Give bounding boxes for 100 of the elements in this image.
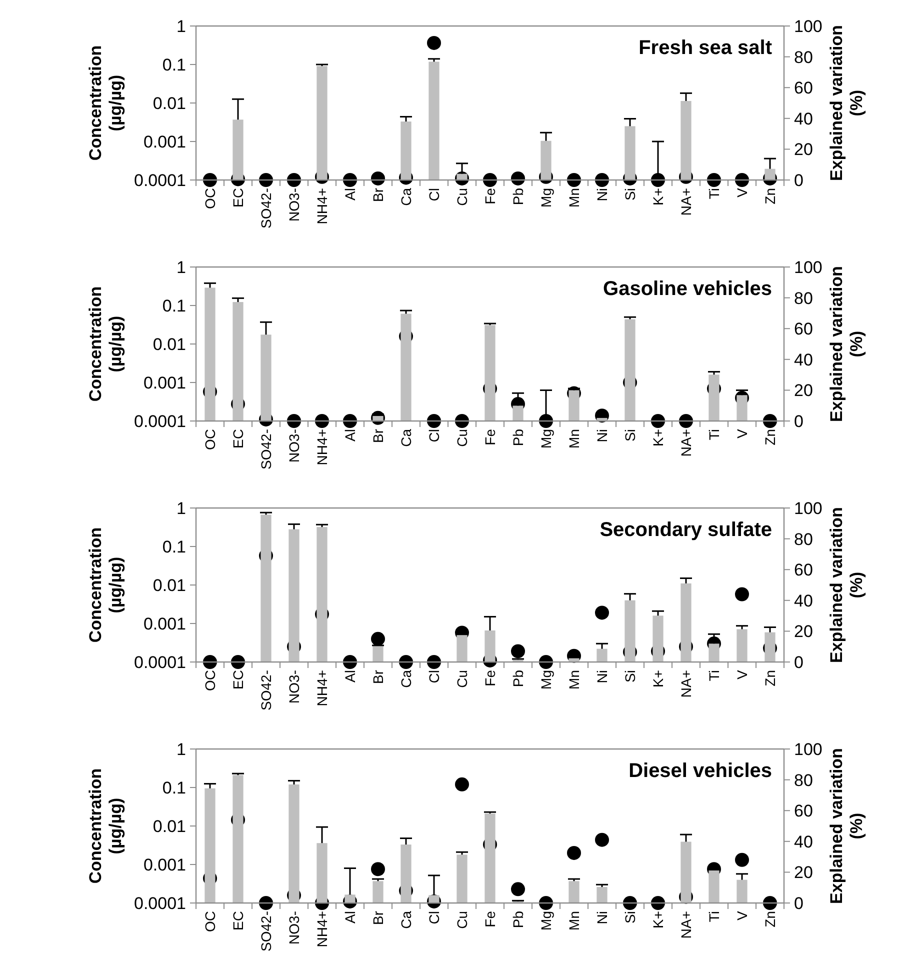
y2-axis-title: Explained variation (%) <box>827 748 866 904</box>
y-tick-label: 0.0001 <box>134 170 186 190</box>
x-tick-label: Pb <box>510 188 526 206</box>
y2-tick-label: 80 <box>794 530 813 549</box>
y2-tick-label: 60 <box>794 78 813 98</box>
y2-tick-label: 0 <box>794 170 804 190</box>
x-tick-label: K+ <box>650 429 666 447</box>
y-tick-label: 1 <box>176 16 186 36</box>
text: Gasoline vehicles <box>603 278 772 300</box>
x-tick-label: EC <box>230 670 246 690</box>
y2-tick-label: 20 <box>794 622 813 642</box>
x-tick-label: NA+ <box>678 429 694 457</box>
y-tick-label: 0.001 <box>143 373 186 392</box>
x-tick-label: Mn <box>566 188 582 208</box>
y2-tick-label: 60 <box>794 320 813 339</box>
y-tick-label: 0.01 <box>152 576 186 595</box>
x-tick-label: Ti <box>706 429 722 440</box>
x-tick-label: Mg <box>538 670 554 690</box>
x-tick-label: Ca <box>398 428 414 447</box>
x-tick-label: EC <box>230 188 246 208</box>
y2-tick-label: 80 <box>794 288 813 308</box>
x-tick-label: Mn <box>566 670 582 690</box>
x-tick-label: Mg <box>538 911 554 930</box>
x-tick-label: SO42- <box>258 670 274 710</box>
y-tick-label: 0.01 <box>152 816 186 836</box>
y-tick-label: 0.1 <box>162 537 186 556</box>
x-tick-label: NO3- <box>286 910 302 944</box>
y-tick-label: 0.1 <box>162 55 186 74</box>
x-tick-label: K+ <box>650 670 666 688</box>
y2-tick-label: 0 <box>794 652 804 672</box>
y-tick-label: 0.0001 <box>134 412 186 431</box>
y-tick-label: 0.01 <box>152 334 186 354</box>
x-tick-label: Ti <box>706 911 722 922</box>
y-tick-label: 0.01 <box>152 94 186 113</box>
x-tick-label: NO3- <box>286 670 302 704</box>
x-tick-label: NH4+ <box>314 429 330 466</box>
x-tick-label: SO42- <box>258 910 274 952</box>
y-axis-title: Concentration (µg/µg) <box>86 768 125 884</box>
y2-tick-label: 20 <box>794 140 813 160</box>
y-axis-title: Concentration (µg/µg) <box>86 45 125 161</box>
x-tick-label: Zn <box>762 911 778 928</box>
x-tick-label: Cl <box>426 188 442 202</box>
y-tick-label: 0.1 <box>162 296 186 316</box>
x-tick-label: OC <box>202 670 218 691</box>
x-tick-label: Al <box>342 429 358 442</box>
x-tick-label: Al <box>342 670 358 682</box>
text: Secondary sulfate <box>600 519 772 541</box>
x-tick-label: Fe <box>482 428 498 446</box>
y-axis-title: Concentration (µg/µg) <box>86 527 125 643</box>
x-tick-label: Ca <box>398 670 414 688</box>
x-tick-label: Mg <box>538 429 554 448</box>
x-tick-label: V <box>734 910 750 920</box>
y2-tick-label: 40 <box>794 109 813 128</box>
y-tick-label: 0.0001 <box>134 652 186 672</box>
y-tick-label: 0.1 <box>162 778 186 798</box>
x-tick-label: Cu <box>454 911 470 929</box>
x-tick-label: NA+ <box>678 188 694 216</box>
text: Fresh sea salt <box>638 37 772 59</box>
x-tick-label: OC <box>202 188 218 209</box>
y-tick-label: 1 <box>176 498 186 518</box>
x-tick-label: K+ <box>650 911 666 929</box>
y2-tick-label: 100 <box>794 498 822 518</box>
y-tick-label: 0.001 <box>143 132 186 152</box>
y-tick-label: 0.0001 <box>134 894 186 913</box>
x-tick-label: NH4+ <box>314 911 330 948</box>
x-tick-label: Ni <box>594 188 610 202</box>
x-tick-label: Si <box>622 188 638 200</box>
x-tick-label: NO3- <box>286 188 302 222</box>
y2-tick-label: 40 <box>794 350 813 370</box>
text: Diesel vehicles <box>628 760 772 782</box>
x-tick-label: NA+ <box>678 670 694 698</box>
x-tick-label: Cl <box>426 670 442 684</box>
y2-tick-label: 0 <box>794 412 804 431</box>
x-tick-label: Br <box>370 188 386 202</box>
x-tick-label: Ni <box>594 429 610 442</box>
x-tick-label: Mn <box>566 911 582 930</box>
x-tick-label: Mn <box>566 429 582 448</box>
x-tick-label: Br <box>370 428 386 443</box>
x-tick-label: Fe <box>482 910 498 928</box>
x-tick-label: Zn <box>762 188 778 204</box>
x-tick-label: Ti <box>706 670 722 682</box>
y2-tick-label: 20 <box>794 863 813 882</box>
x-tick-label: SO42- <box>258 188 274 228</box>
x-tick-label: Fe <box>482 670 498 686</box>
y2-tick-label: 40 <box>794 832 813 852</box>
x-tick-label: V <box>734 428 750 438</box>
y2-tick-label: 40 <box>794 591 813 610</box>
y2-tick-label: 60 <box>794 802 813 821</box>
y-axis-title: Concentration (µg/µg) <box>86 286 125 402</box>
y2-tick-label: 100 <box>794 258 822 277</box>
y2-tick-label: 80 <box>794 48 813 67</box>
x-tick-label: OC <box>202 911 218 932</box>
x-tick-label: EC <box>230 911 246 930</box>
x-tick-label: Cl <box>426 911 442 924</box>
y2-axis-title: Explained variation (%) <box>827 266 866 422</box>
y2-tick-label: 0 <box>794 894 804 913</box>
x-tick-label: NA+ <box>678 911 694 939</box>
y-tick-label: 1 <box>176 740 186 759</box>
y2-tick-label: 100 <box>794 16 822 36</box>
x-tick-label: Ca <box>398 910 414 929</box>
